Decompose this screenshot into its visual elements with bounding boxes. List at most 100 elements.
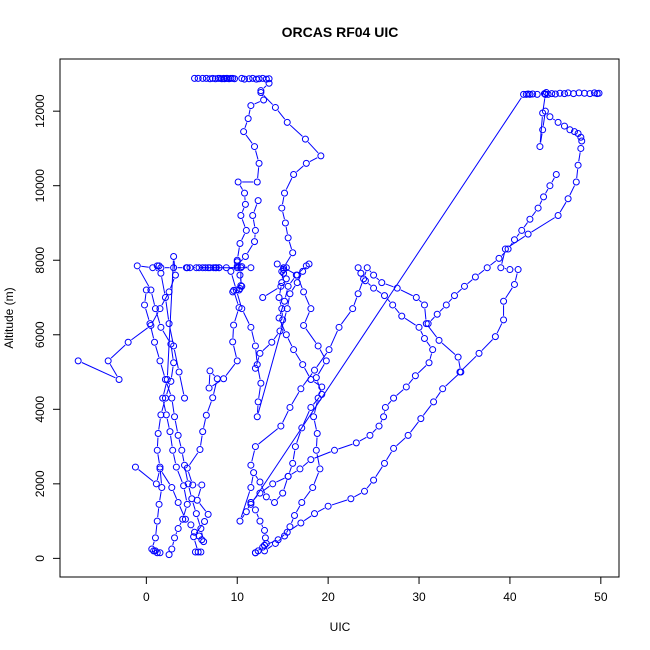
data-point [201,517,209,525]
series-segment [166,260,174,376]
series-segment [163,383,167,395]
series-segment [243,312,250,324]
series-segment [245,134,253,144]
series-10 [229,79,273,296]
data-point [257,379,265,387]
data-point [174,525,182,533]
data-point [298,498,306,506]
data-point [175,368,183,376]
data-point [251,364,259,372]
data-point [566,126,574,134]
data-point [422,320,430,328]
series-segment [240,491,251,518]
series-segment [291,285,296,291]
data-point [274,536,282,544]
data-point [299,267,307,275]
data-point [251,342,259,350]
data-point [271,498,279,506]
series-segment [157,508,160,518]
series-segment [318,390,322,395]
series-segment [184,469,188,481]
data-point [227,74,235,82]
series-segment [331,499,348,506]
data-point [595,89,603,97]
series-segment [424,308,427,320]
series-segment [376,277,380,281]
data-point [251,143,259,151]
series-segment [241,514,245,519]
data-point [151,547,159,555]
data-point [147,286,155,294]
series-14 [131,286,208,546]
data-point [305,260,313,268]
series-segment [207,401,212,412]
data-point [572,178,580,186]
data-point [390,444,398,452]
data-point [307,456,315,464]
data-point [271,103,279,111]
series-segment [239,185,243,190]
series-segment [478,269,485,275]
y-axis: 0 2000 4000 6000 8000 10000 12000 [33,94,61,562]
data-point [241,189,249,197]
data-point [180,482,188,490]
data-point [299,361,307,369]
data-point [501,245,509,253]
series-segment [197,517,201,525]
series-segment [175,532,178,535]
series-segment [200,435,203,446]
series-segment [251,331,255,343]
data-point [262,493,270,501]
series-segment [161,295,168,306]
data-point [163,375,171,383]
series-segment [258,387,261,398]
series-segment [188,471,192,482]
series-segment [151,293,155,305]
series-segment [314,451,331,459]
data-point [366,431,374,439]
series-segment [458,360,461,369]
data-point [151,305,159,313]
series-segment [234,294,239,304]
data-point [255,75,263,83]
data-point [156,465,164,473]
data-point [454,353,462,361]
data-point [251,443,259,451]
data-point [310,413,318,421]
series-segment [255,150,259,160]
data-point [450,292,458,300]
data-point [197,548,205,556]
series-segment [422,404,432,416]
data-point [265,75,273,83]
data-point [282,275,290,283]
series-segment [173,349,179,369]
series-segment [240,279,242,283]
data-point [307,403,315,411]
data-point [199,428,207,436]
series-segment [263,95,273,105]
data-point [261,541,269,549]
series-segment [359,282,363,291]
series-segment [417,365,427,374]
data-point [420,301,428,309]
plot-frame [59,58,620,578]
series-segment [141,265,149,268]
data-point [279,489,287,497]
series-segment [162,330,170,341]
series-segment [267,545,273,550]
data-point [590,89,598,97]
data-point [194,74,202,82]
series-segment [155,345,160,358]
series-segment [289,124,303,137]
series-segment [161,277,166,294]
data-point [155,262,163,270]
series-segment [410,421,419,433]
data-point [277,422,285,430]
data-point [188,495,196,503]
data-point [251,549,259,557]
series-segment [319,349,325,358]
data-point [186,264,194,272]
series-segment [279,286,282,294]
data-point [404,431,412,439]
series-segment [307,141,319,154]
